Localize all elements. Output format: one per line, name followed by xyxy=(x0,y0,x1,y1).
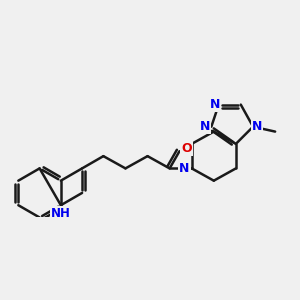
Text: O: O xyxy=(182,142,192,155)
Text: N: N xyxy=(179,162,190,175)
Text: N: N xyxy=(200,120,210,133)
Text: NH: NH xyxy=(51,207,71,220)
Text: N: N xyxy=(251,120,262,133)
Text: N: N xyxy=(210,98,220,111)
